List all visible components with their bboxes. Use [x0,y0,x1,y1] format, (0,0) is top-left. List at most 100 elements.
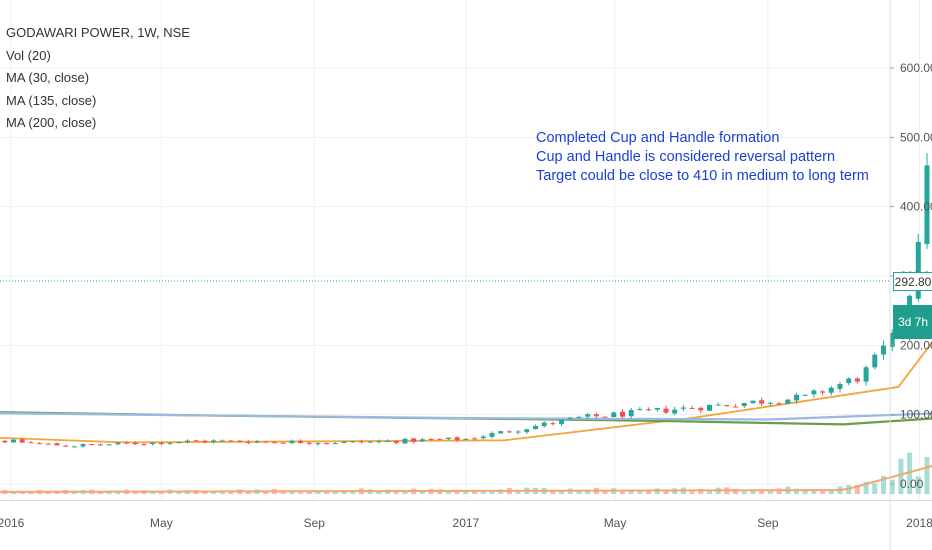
volume-bar [106,492,112,494]
candle-body [237,440,243,442]
candle-body [811,390,817,395]
candle-body [184,440,190,442]
legend-ma135[interactable]: MA (135, close) [6,92,97,108]
legend-ma200[interactable]: MA (200, close) [6,115,97,130]
candle-body [863,367,869,382]
candle-body [245,441,251,444]
candle-body [463,438,469,440]
candle-body [820,391,826,393]
volume-bar [28,492,34,494]
volume-bar [637,491,643,494]
volume-bar [472,491,478,494]
volume-bar [767,489,773,494]
candle-body [585,414,591,417]
volume-bar [559,490,565,494]
candle-body [541,422,547,427]
candle-body [219,440,225,442]
x-tick-label: May [604,516,627,530]
volume-bar [280,490,286,494]
candle-body [228,440,234,442]
candle-body [63,445,69,447]
volume-bar [689,491,695,494]
candle-body [280,442,286,444]
candle-body [10,439,16,443]
ma30-line [0,341,932,444]
volume-bar [872,483,878,494]
volume-bar [924,456,930,494]
candle-body [880,345,886,355]
candle-body [828,387,834,393]
candle-body [480,436,486,439]
candle-body [176,442,182,444]
candle-body [45,443,51,445]
candle-body [254,441,260,443]
candle-body [837,384,843,389]
candle-body [2,440,8,443]
volume-bar [19,492,25,494]
volume-bar [158,491,164,494]
candle-body [872,354,878,368]
volume-bar [463,491,469,494]
candle-body [341,441,347,443]
candle-body [576,416,582,418]
volume-bar [585,489,591,494]
x-tick-label: 2018 [906,516,932,530]
candle-body [167,442,173,444]
candle-body [37,443,43,445]
volume-bar [324,490,330,494]
legend-ma30[interactable]: MA (30, close) [6,70,90,85]
volume-bar [54,492,60,494]
candle-body [324,442,330,444]
candle-body [158,442,164,445]
candle-body [124,442,130,444]
candle-body [89,443,95,445]
volume-bar [298,492,304,494]
volume-bar [550,490,556,494]
candle-body [489,433,495,437]
bar-countdown-label: 3d 7h [893,305,932,339]
volume-bar [480,491,486,494]
candle-body [854,378,860,382]
candle-body [19,439,25,443]
volume-bar [515,490,521,494]
candle-body [132,442,138,445]
volume-bar [445,491,451,494]
volume-bar [854,485,860,494]
annotation-line-2: Cup and Handle is considered reversal pa… [536,149,836,165]
candle-body [619,411,625,417]
overlay-layer [0,280,890,282]
y-tick-label: 600.00 [900,61,932,75]
annotation-text[interactable]: Completed Cup and Handle formation Cup a… [536,129,869,186]
legend-symbol[interactable]: GODAWARI POWER, 1W, NSE [6,25,190,40]
candle-body [776,403,782,405]
candle-body [271,442,277,444]
volume-bar [202,491,208,494]
candle-body [846,378,852,384]
volume-bar [263,492,269,494]
candle-body [428,438,434,440]
volume-bar [733,488,739,494]
candle-body [141,444,147,446]
candle-body [733,406,739,408]
candle-body [393,440,399,443]
candle-body [680,407,686,409]
candle-body [350,441,356,443]
candle-body [289,440,295,444]
legend-vol[interactable]: Vol (20) [6,47,51,63]
candle-body [385,440,391,442]
volume-bar [750,489,756,494]
volume-bar [576,489,582,494]
y-tick-label: 0.00 [900,477,924,491]
x-tick-label: 2016 [0,516,25,530]
ma200-line [0,412,932,421]
candle-body [793,394,799,401]
candle-body [332,443,338,445]
candle-body [193,440,199,442]
candle-body [724,405,730,407]
volume-bar [211,492,217,494]
volume-bar [880,475,886,494]
volume-bar [646,489,652,494]
volume-bar [489,490,495,494]
